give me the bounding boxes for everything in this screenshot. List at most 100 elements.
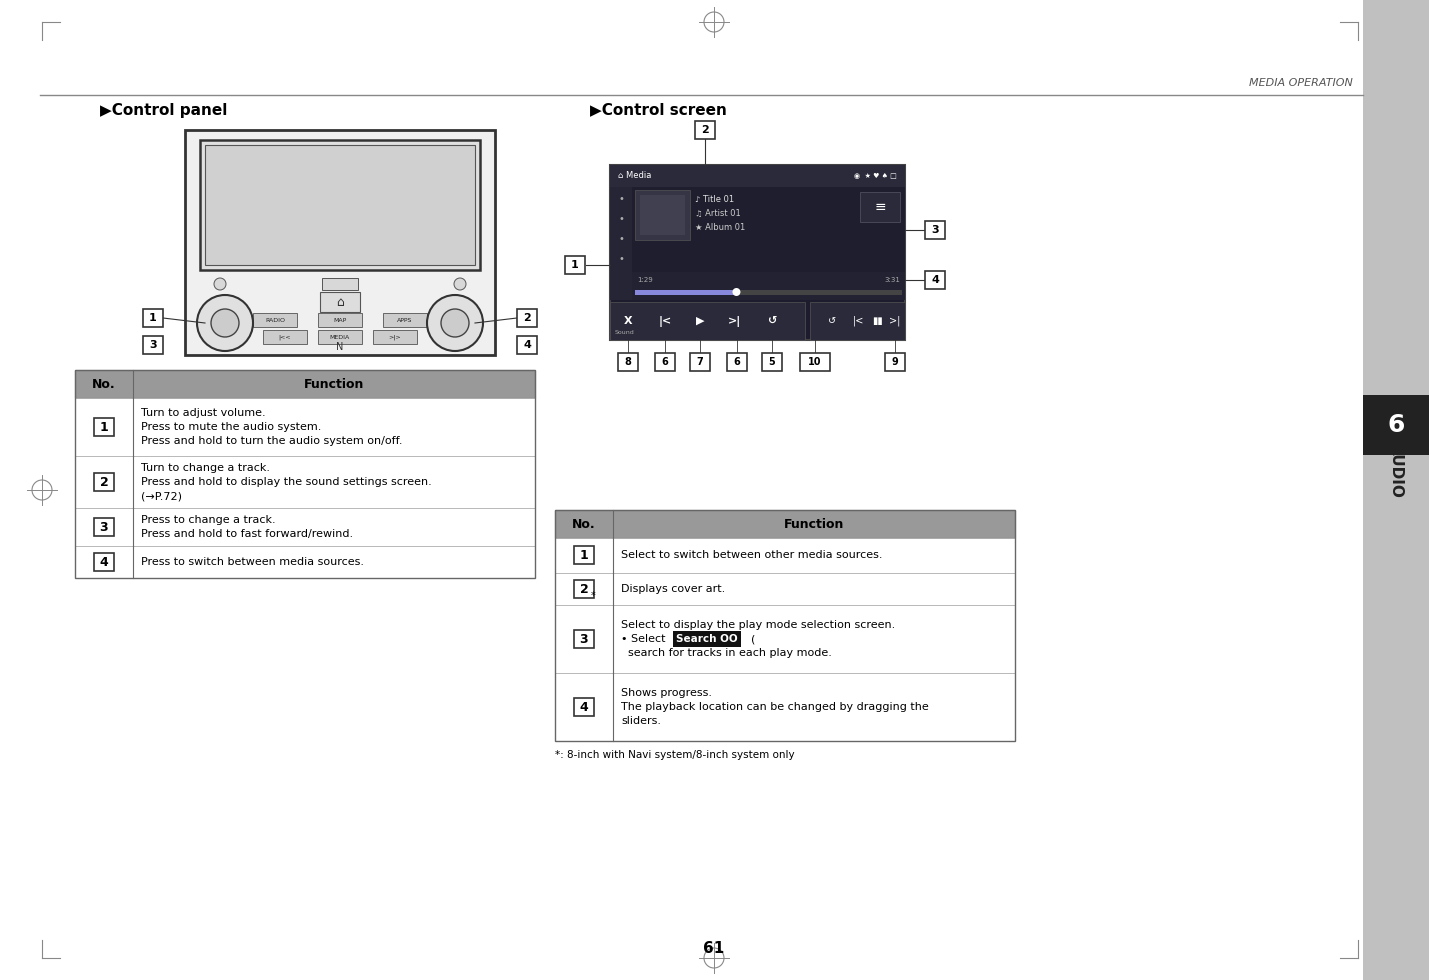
Text: |<: |< — [659, 316, 672, 326]
Bar — [640, 195, 684, 235]
Bar — [200, 140, 480, 270]
Text: ◉  ★ ♥ ♠ □: ◉ ★ ♥ ♠ □ — [855, 172, 897, 179]
Text: *: * — [590, 591, 596, 601]
Text: 1: 1 — [572, 260, 579, 270]
Text: •: • — [619, 194, 624, 204]
Bar — [673, 631, 742, 647]
Bar — [74, 456, 534, 508]
Bar — [554, 673, 1015, 741]
Bar — [184, 130, 494, 355]
Text: 2: 2 — [702, 125, 709, 135]
Text: Search OO: Search OO — [676, 634, 737, 644]
Text: Select to switch between other media sources.: Select to switch between other media sou… — [622, 550, 883, 560]
Bar — [517, 336, 537, 354]
Text: *: 8-inch with Navi system/8-inch system only: *: 8-inch with Navi system/8-inch system… — [554, 750, 795, 760]
Bar — [554, 538, 1015, 573]
Text: ♪ Title 01: ♪ Title 01 — [694, 194, 735, 204]
Bar — [74, 398, 534, 456]
Bar — [574, 630, 594, 648]
Bar — [554, 510, 1015, 538]
Bar — [74, 508, 534, 546]
Bar — [574, 546, 594, 564]
Text: •: • — [619, 254, 624, 264]
Bar — [885, 353, 905, 371]
Text: No.: No. — [93, 377, 116, 390]
Bar — [860, 192, 900, 222]
Text: 8: 8 — [624, 357, 632, 367]
Text: 7: 7 — [696, 357, 703, 367]
Text: ♫ Artist 01: ♫ Artist 01 — [694, 209, 740, 218]
Text: Press to switch between media sources.: Press to switch between media sources. — [141, 557, 364, 567]
Bar — [654, 353, 674, 371]
Bar — [373, 330, 417, 344]
Text: 3: 3 — [932, 225, 939, 235]
Bar — [925, 271, 945, 289]
Bar — [610, 302, 805, 340]
Text: search for tracks in each play mode.: search for tracks in each play mode. — [622, 648, 832, 658]
Text: Press to change a track.: Press to change a track. — [141, 515, 276, 525]
Bar — [762, 353, 782, 371]
Circle shape — [427, 295, 483, 351]
Text: 6: 6 — [662, 357, 669, 367]
Text: >|: >| — [729, 316, 742, 326]
Text: 6: 6 — [733, 357, 740, 367]
Text: MEDIA: MEDIA — [330, 334, 350, 339]
Text: TUNE/SEEK: TUNE/SEEK — [437, 300, 473, 305]
Circle shape — [733, 288, 740, 296]
Text: Function: Function — [304, 377, 364, 390]
Bar — [204, 145, 474, 265]
Bar — [610, 165, 905, 187]
Text: AUDIO: AUDIO — [1389, 443, 1403, 498]
Bar — [800, 353, 830, 371]
Bar — [690, 353, 710, 371]
Circle shape — [442, 309, 469, 337]
Text: sliders.: sliders. — [622, 716, 662, 726]
Text: |<: |< — [852, 316, 863, 326]
Bar — [574, 580, 594, 598]
Text: 3: 3 — [149, 340, 157, 350]
Bar — [634, 290, 902, 295]
Text: ▶: ▶ — [696, 316, 704, 326]
Bar — [610, 165, 905, 340]
Text: 4: 4 — [523, 340, 532, 350]
Text: 4: 4 — [580, 701, 589, 713]
Bar — [564, 256, 584, 274]
Text: 4: 4 — [932, 275, 939, 285]
Text: 1: 1 — [149, 313, 157, 323]
Bar — [554, 573, 1015, 605]
Bar — [610, 187, 632, 300]
Text: 4: 4 — [100, 556, 109, 568]
Bar — [810, 302, 905, 340]
Circle shape — [211, 309, 239, 337]
Bar — [925, 221, 945, 239]
Bar — [634, 190, 690, 240]
Bar — [74, 370, 534, 578]
Bar — [322, 278, 359, 290]
Bar — [253, 313, 297, 327]
Text: ↺: ↺ — [767, 316, 777, 326]
Text: The playback location can be changed by dragging the: The playback location can be changed by … — [622, 702, 929, 712]
Bar — [143, 336, 163, 354]
Text: 1: 1 — [580, 549, 589, 562]
Bar — [727, 353, 747, 371]
Text: VOLUME: VOLUME — [211, 300, 239, 305]
Bar — [74, 370, 534, 398]
Bar — [263, 330, 307, 344]
Bar — [634, 290, 736, 295]
Text: ≡: ≡ — [875, 200, 886, 214]
Bar — [94, 518, 114, 536]
Text: 1: 1 — [100, 420, 109, 433]
Text: ▶Control screen: ▶Control screen — [590, 103, 727, 118]
Bar — [94, 553, 114, 571]
Text: MAP: MAP — [333, 318, 347, 322]
Bar — [517, 309, 537, 327]
Text: 61: 61 — [703, 941, 725, 956]
Text: RADIO: RADIO — [264, 318, 284, 322]
Text: APPS: APPS — [397, 318, 413, 322]
Bar — [554, 510, 1015, 741]
Text: X: X — [623, 316, 632, 326]
Text: MEDIA OPERATION: MEDIA OPERATION — [1249, 78, 1353, 88]
Bar — [319, 330, 362, 344]
Text: Shows progress.: Shows progress. — [622, 688, 712, 698]
Text: |<<: |<< — [279, 334, 292, 340]
